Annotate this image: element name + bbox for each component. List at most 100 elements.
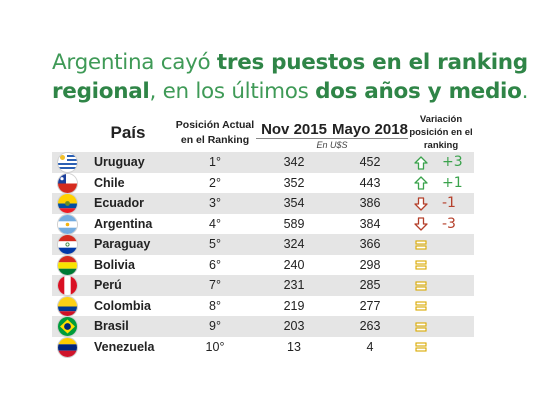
nov2015-cell: 342 — [256, 152, 332, 173]
country-name: Ecuador — [94, 196, 145, 211]
equal-icon — [414, 238, 428, 252]
country-name: Uruguay — [94, 155, 145, 170]
position-cell: 5° — [174, 234, 256, 255]
country-cell: Argentina — [52, 214, 174, 235]
arrow-down-icon — [414, 217, 428, 232]
colombia-flag-icon — [58, 296, 77, 316]
header-position: Posición Actual en el Ranking — [175, 118, 255, 146]
position-cell: 10° — [205, 339, 225, 354]
equal-icon — [414, 320, 428, 334]
arrow-up-icon — [414, 176, 428, 191]
position-cell: 4° — [209, 216, 221, 231]
nov2015-cell: 13 — [287, 339, 301, 354]
arrow-up-icon — [414, 156, 428, 170]
variation-cell — [408, 234, 474, 255]
venezuela-flag-icon — [58, 337, 77, 357]
header-nov2015: Nov 2015 — [261, 120, 327, 138]
country-cell: Chile — [52, 173, 174, 194]
country-cell: Perú — [52, 275, 174, 296]
position-cell: 7° — [174, 275, 256, 296]
may2018-cell: 384 — [359, 216, 381, 231]
variation-cell: +1 — [408, 173, 474, 194]
country-name: Bolivia — [94, 257, 135, 272]
country-cell: Paraguay — [52, 234, 174, 255]
headline-bold-1: tres puestos en el ranking — [216, 50, 528, 75]
headline-text-2: , en los últimos — [149, 79, 316, 104]
country-name: Perú — [94, 278, 122, 293]
equal-icon — [414, 299, 428, 313]
country-name: Paraguay — [94, 237, 151, 252]
may2018-cell: 285 — [332, 275, 408, 296]
may2018-cell: 366 — [332, 234, 408, 255]
nov2015-cell: 231 — [256, 275, 332, 296]
nov2015-cell: 219 — [283, 298, 305, 313]
nov2015-cell: 352 — [283, 175, 305, 190]
variation-cell — [408, 255, 474, 276]
equal-icon — [414, 258, 428, 272]
position-cell: 8° — [209, 298, 221, 313]
country-name: Venezuela — [94, 339, 155, 354]
country-cell: Ecuador — [52, 193, 174, 214]
headline-text-1: Argentina cayó — [52, 50, 217, 75]
variation-value: -1 — [442, 195, 456, 212]
nov2015-cell: 240 — [283, 257, 305, 272]
variation-value: +3 — [442, 154, 463, 171]
variation-cell: +3 — [408, 152, 474, 173]
ecuador-flag-icon — [58, 194, 77, 213]
table-row: Chile 2° 352 443 +1 — [52, 173, 474, 194]
headline-bold-3: dos años y medio — [315, 79, 522, 104]
country-name: Brasil — [94, 319, 129, 334]
argentina-flag-icon — [58, 214, 77, 234]
headline-text-3: . — [521, 79, 529, 104]
position-cell: 6° — [209, 257, 221, 272]
variation-cell — [408, 275, 474, 296]
nov2015-cell: 203 — [256, 316, 332, 337]
headline: Argentina cayó tres puestos en el rankin… — [52, 48, 532, 106]
variation-cell — [408, 296, 474, 317]
position-cell: 3° — [174, 193, 256, 214]
table-row: Brasil 9° 203 263 — [52, 316, 474, 337]
variation-cell: -1 — [408, 193, 474, 214]
bolivia-flag-icon — [58, 255, 77, 275]
country-name: Colombia — [94, 298, 151, 313]
country-name: Argentina — [94, 216, 153, 231]
header-unit: En U$S — [256, 137, 408, 152]
table-row: Bolivia 6° 240 298 — [52, 255, 474, 276]
may2018-cell: 452 — [332, 152, 408, 173]
may2018-cell: 4 — [366, 339, 374, 354]
table-row: Ecuador 3° 354 386 -1 — [52, 193, 474, 214]
nov2015-cell: 324 — [256, 234, 332, 255]
nov2015-cell: 589 — [283, 216, 305, 231]
may2018-cell: 298 — [359, 257, 381, 272]
table-row: Uruguay 1° 342 452 +3 — [52, 152, 474, 173]
table-row: Venezuela 10° 13 4 — [52, 337, 474, 358]
paraguay-flag-icon — [58, 235, 77, 254]
variation-cell — [408, 337, 474, 358]
variation-cell — [408, 316, 474, 337]
variation-cell: -3 — [408, 214, 474, 235]
variation-value: -3 — [442, 215, 456, 232]
country-cell: Bolivia — [52, 255, 174, 276]
table-row: Paraguay 5° 324 366 — [52, 234, 474, 255]
country-cell: Venezuela — [52, 337, 174, 358]
header-may2018: Mayo 2018 — [332, 120, 408, 138]
header-variation: Variación posición en el ranking — [409, 114, 473, 151]
country-cell: Brasil — [52, 316, 174, 337]
uruguay-flag-icon — [58, 153, 77, 172]
may2018-cell: 443 — [359, 175, 381, 190]
headline-bold-2: regional — [52, 79, 150, 104]
chile-flag-icon — [58, 173, 77, 193]
table-row: Argentina 4° 589 384 -3 — [52, 214, 474, 235]
may2018-cell: 386 — [332, 193, 408, 214]
position-cell: 2° — [209, 175, 221, 190]
country-cell: Colombia — [52, 296, 174, 317]
brasil-flag-icon — [58, 317, 77, 336]
arrow-down-icon — [414, 197, 428, 211]
equal-icon — [414, 340, 428, 354]
country-cell: Uruguay — [52, 152, 174, 173]
country-name: Chile — [94, 175, 125, 190]
may2018-cell: 263 — [332, 316, 408, 337]
ranking-table: País Posición Actual en el Ranking Nov 2… — [52, 113, 474, 357]
table-row: Colombia 8° 219 277 — [52, 296, 474, 317]
may2018-cell: 277 — [359, 298, 381, 313]
